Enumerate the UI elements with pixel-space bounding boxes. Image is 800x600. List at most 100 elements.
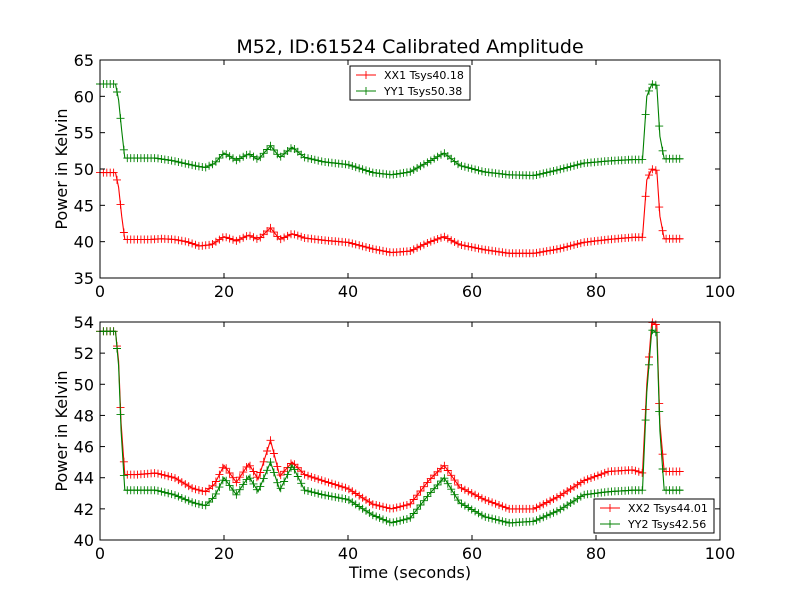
data-point: [249, 479, 258, 488]
data-point: [157, 470, 166, 479]
data-point: [570, 496, 578, 505]
x-tick-label: 40: [338, 544, 358, 563]
y-tick-label: 54: [74, 313, 94, 332]
data-point: [218, 463, 227, 472]
data-point: [256, 153, 265, 162]
data-point: [263, 227, 272, 236]
y-tick-label: 46: [74, 438, 94, 457]
data-point: [188, 498, 197, 507]
data-point: [423, 478, 432, 487]
data-point: [181, 495, 190, 504]
data-point: [563, 487, 572, 496]
data-point: [546, 510, 555, 519]
data-point: [648, 326, 657, 335]
data-point: [344, 485, 353, 494]
data-point: [641, 416, 650, 425]
data-point: [215, 483, 224, 492]
data-point: [232, 478, 241, 487]
data-point: [645, 171, 653, 180]
data-point: [348, 239, 357, 248]
data-point: [324, 491, 333, 500]
series-0-0: [96, 165, 684, 258]
data-point: [266, 223, 275, 232]
data-point: [263, 447, 272, 455]
legend-marker: [606, 504, 614, 512]
data-point: [396, 516, 405, 525]
data-point: [471, 490, 480, 499]
data-point: [191, 485, 200, 494]
data-point: [194, 500, 203, 509]
data-point: [532, 171, 541, 179]
data-point: [573, 494, 582, 503]
data-point: [314, 475, 323, 484]
data-point: [467, 243, 476, 252]
data-point: [587, 474, 595, 482]
data-point: [423, 492, 432, 501]
data-point: [290, 465, 299, 474]
data-point: [266, 458, 275, 467]
data-point: [109, 327, 118, 336]
data-point: [471, 507, 480, 516]
plot-frame: [99, 321, 721, 541]
data-point: [532, 248, 541, 257]
data-point: [249, 233, 258, 242]
data-point: [423, 158, 432, 167]
data-point: [580, 490, 589, 499]
y-tick-label: 65: [74, 51, 94, 70]
data-point: [471, 243, 480, 252]
data-point: [113, 344, 121, 353]
data-point: [542, 511, 551, 520]
data-point: [457, 161, 466, 170]
data-point: [481, 495, 490, 504]
data-point: [576, 478, 585, 487]
data-point: [559, 164, 568, 173]
data-point: [501, 503, 510, 512]
data-point: [235, 235, 244, 244]
data-point: [181, 480, 190, 489]
data-point: [484, 513, 493, 522]
data-point: [263, 466, 272, 475]
data-point: [310, 474, 319, 482]
data-point: [402, 168, 411, 177]
data-point: [290, 230, 299, 239]
data-point: [658, 226, 667, 235]
data-point: [259, 149, 268, 158]
data-point: [399, 501, 408, 510]
data-point: [198, 487, 207, 495]
data-point: [379, 515, 387, 524]
data-point: [338, 482, 347, 491]
data-point: [484, 497, 493, 506]
data-point: [426, 237, 435, 246]
data-point: [283, 231, 292, 240]
data-point: [368, 244, 377, 253]
data-point: [362, 243, 370, 252]
data-point: [593, 489, 602, 498]
data-point: [570, 240, 578, 249]
data-point: [392, 503, 401, 512]
data-point: [552, 166, 561, 175]
data-point: [539, 247, 548, 256]
data-point: [239, 480, 248, 489]
data-point: [297, 479, 306, 488]
series-markers: [96, 318, 684, 513]
x-tick-label: 0: [95, 282, 105, 301]
data-point: [419, 160, 428, 169]
data-point: [358, 504, 367, 513]
data-point: [467, 164, 476, 173]
data-point: [641, 110, 650, 119]
data-point: [208, 240, 217, 248]
data-point: [215, 470, 224, 479]
data-point: [440, 232, 449, 241]
data-point: [399, 168, 408, 177]
data-point: [675, 234, 684, 243]
data-point: [252, 154, 261, 163]
data-point: [229, 473, 237, 482]
data-point: [283, 470, 292, 479]
data-point: [273, 462, 282, 471]
data-point: [477, 245, 486, 254]
data-point: [488, 514, 497, 523]
data-point: [402, 515, 411, 523]
data-point: [344, 160, 353, 169]
y-tick-label: 50: [74, 160, 94, 179]
